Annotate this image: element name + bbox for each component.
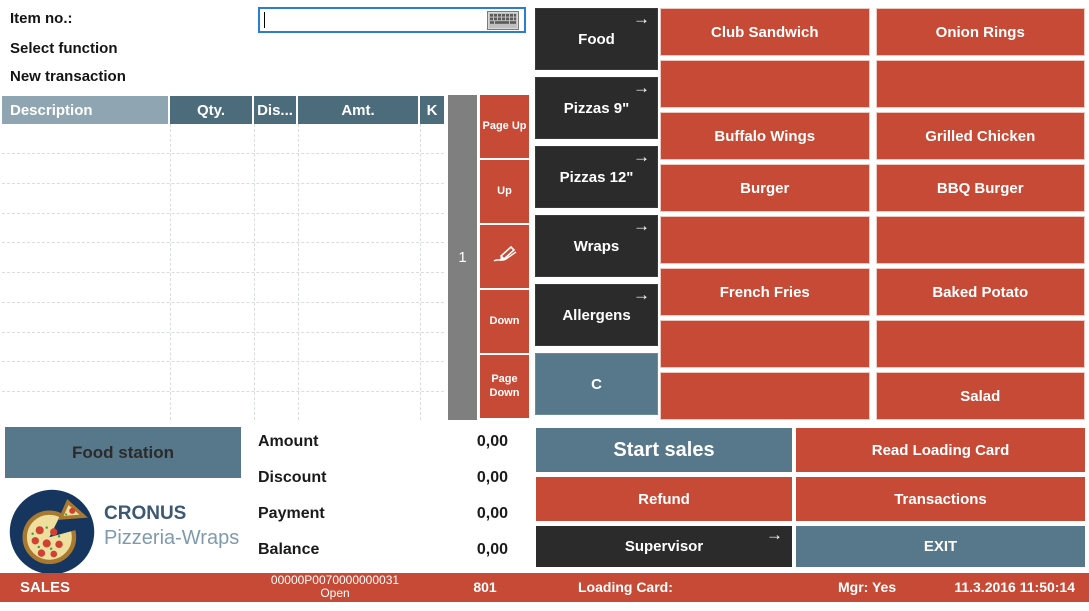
balance-label: Balance (258, 541, 320, 558)
datetime: 11.3.2016 11:50:14 (954, 579, 1075, 595)
page-up-button[interactable]: Page Up (480, 95, 529, 158)
submenu-arrow-icon: → (633, 9, 650, 28)
product-button-empty[interactable] (660, 60, 870, 108)
terminal-number: 801 (473, 579, 497, 595)
column-header-discount: Dis... (254, 96, 298, 124)
keyboard-icon[interactable] (487, 10, 521, 30)
discount-value: 0,00 (476, 469, 508, 486)
payment-value: 0,00 (476, 505, 508, 522)
page-indicator: 1 (458, 249, 467, 266)
item-no-field (258, 7, 526, 33)
transaction-state: Open (320, 586, 350, 600)
start-sales-button[interactable]: Start sales (536, 428, 792, 472)
brand-name: CRONUS (104, 503, 187, 524)
discount-label: Discount (258, 469, 327, 486)
product-button-salad[interactable]: Salad (875, 372, 1085, 420)
total-row-amount: Amount 0,00 (258, 433, 508, 469)
product-button-empty[interactable] (875, 216, 1085, 264)
submenu-arrow-icon: → (633, 285, 650, 304)
down-button[interactable]: Down (480, 290, 529, 353)
item-no-label: Item no.: (10, 10, 73, 27)
product-button-baked-potato[interactable]: Baked Potato (875, 268, 1085, 316)
total-row-balance: Balance 0,00 (258, 541, 508, 577)
text-caret (264, 12, 265, 28)
column-header-qty: Qty. (170, 96, 254, 124)
product-button-empty[interactable] (875, 320, 1085, 368)
menu-item-pizzas-12[interactable]: → Pizzas 12" (535, 146, 658, 208)
menu-item-pizzas-9[interactable]: → Pizzas 9" (535, 77, 658, 139)
refund-button[interactable]: Refund (536, 477, 792, 521)
submenu-arrow-icon: → (766, 525, 783, 544)
edit-line-button[interactable] (480, 225, 529, 288)
submenu-arrow-icon: → (633, 78, 650, 97)
amount-label: Amount (258, 433, 319, 450)
column-header-amount: Amt. (298, 96, 420, 124)
clear-button[interactable]: C (535, 353, 658, 415)
product-button-burger[interactable]: Burger (660, 164, 870, 212)
product-button-empty[interactable] (660, 372, 870, 420)
product-button-empty[interactable] (660, 320, 870, 368)
journal-header: Description Qty. Dis... Amt. K (2, 96, 444, 124)
product-button-french-fries[interactable]: French Fries (660, 268, 870, 316)
category-menu: → Food → Pizzas 9" → Pizzas 12" → Wraps … (535, 8, 658, 422)
cronus-pizza-logo (8, 488, 96, 581)
food-station-button[interactable]: Food station (5, 427, 241, 478)
balance-value: 0,00 (476, 541, 508, 558)
exit-button[interactable]: EXIT (796, 526, 1085, 567)
transaction-number: 00000P0070000000031 (270, 573, 400, 587)
product-button-bbq-burger[interactable]: BBQ Burger (875, 164, 1085, 212)
amount-value: 0,00 (476, 433, 508, 450)
menu-item-food[interactable]: → Food (535, 8, 658, 70)
column-header-k: K (420, 96, 444, 124)
total-row-discount: Discount 0,00 (258, 469, 508, 505)
product-button-club-sandwich[interactable]: Club Sandwich (660, 8, 870, 56)
product-button-empty[interactable] (875, 60, 1085, 108)
product-button-empty[interactable] (660, 216, 870, 264)
brand-subtitle: Pizzeria-Wraps (104, 527, 240, 549)
signature-pen-icon (492, 243, 518, 269)
select-function-label: Select function (10, 40, 118, 57)
up-button[interactable]: Up (480, 160, 529, 223)
item-no-input[interactable] (260, 9, 487, 31)
loading-card-label: Loading Card: (578, 579, 673, 595)
submenu-arrow-icon: → (633, 147, 650, 166)
read-loading-card-button[interactable]: Read Loading Card (796, 428, 1085, 472)
status-bar: SALES 00000P0070000000031 Open 801 Loadi… (0, 573, 1089, 602)
product-button-grilled-chicken[interactable]: Grilled Chicken (875, 112, 1085, 160)
journal-body (2, 124, 444, 420)
payment-label: Payment (258, 505, 325, 522)
product-button-buffalo-wings[interactable]: Buffalo Wings (660, 112, 870, 160)
mode-label: SALES (20, 579, 71, 596)
manager-status: Mgr: Yes (838, 579, 897, 595)
menu-item-allergens[interactable]: → Allergens (535, 284, 658, 346)
journal-scrollbar[interactable]: 1 (448, 95, 477, 420)
menu-item-wraps[interactable]: → Wraps (535, 215, 658, 277)
totals-panel: Amount 0,00 Discount 0,00 Payment 0,00 B… (258, 433, 508, 577)
product-grid: Club Sandwich Onion Rings Buffalo Wings … (660, 8, 1085, 420)
transaction-info: 00000P0070000000031 Open (230, 574, 440, 600)
submenu-arrow-icon: → (633, 216, 650, 235)
total-row-payment: Payment 0,00 (258, 505, 508, 541)
page-down-button[interactable]: Page Down (480, 355, 529, 418)
transactions-button[interactable]: Transactions (796, 477, 1085, 521)
product-button-onion-rings[interactable]: Onion Rings (875, 8, 1085, 56)
supervisor-button[interactable]: → Supervisor (536, 525, 792, 567)
journal-nav: Page Up Up Down Page Down (480, 95, 529, 420)
new-transaction-label: New transaction (10, 68, 126, 85)
column-header-description: Description (2, 96, 170, 124)
